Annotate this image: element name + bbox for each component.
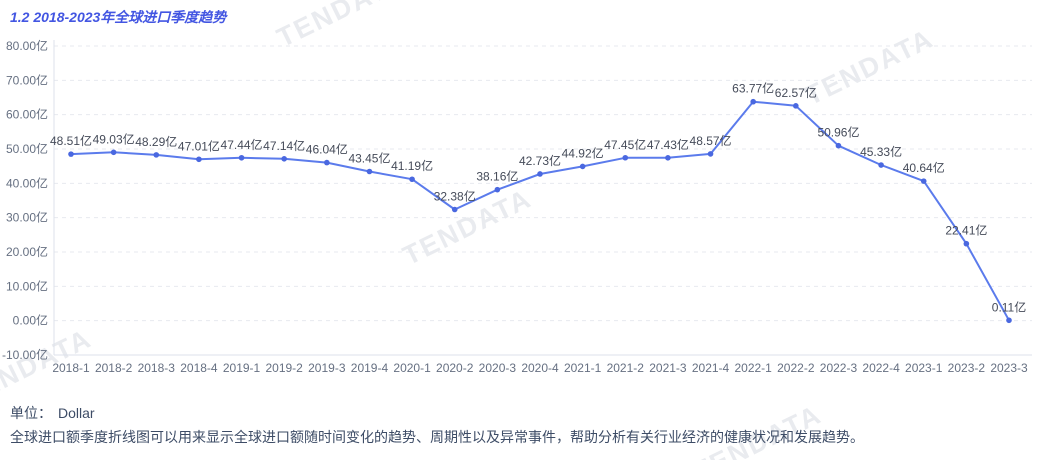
y-axis-tick-label: 20.00亿 xyxy=(6,244,48,259)
data-point-label: 42.73亿 xyxy=(519,153,561,168)
x-axis-tick-label: 2018-3 xyxy=(138,361,176,375)
x-axis-tick-label: 2020-4 xyxy=(521,361,559,375)
data-point xyxy=(196,156,202,163)
data-point-label: 45.33亿 xyxy=(860,144,902,159)
y-axis-tick-label: 70.00亿 xyxy=(6,72,48,87)
x-axis-tick-label: 2019-2 xyxy=(265,361,303,375)
data-point-label: 41.19亿 xyxy=(391,158,433,173)
data-point-label: 50.96亿 xyxy=(817,125,859,140)
data-point-label: 47.01亿 xyxy=(178,138,220,153)
data-point xyxy=(537,171,543,177)
data-point-label: 47.43亿 xyxy=(647,137,689,152)
x-axis-tick-label: 2021-4 xyxy=(692,361,730,375)
x-axis-tick-label: 2019-3 xyxy=(308,361,346,375)
data-point-label: 47.14亿 xyxy=(263,138,305,153)
data-point xyxy=(878,162,884,168)
data-point xyxy=(324,159,330,166)
data-point xyxy=(409,176,415,183)
x-axis-tick-label: 2023-3 xyxy=(990,361,1028,375)
x-axis-tick-label: 2018-2 xyxy=(95,361,133,375)
chart-description: 全球进口额季度折线图可以用来显示全球进口额随时间变化的趋势、周期性以及异常事件，… xyxy=(10,429,864,445)
y-axis-tick-label: 10.00亿 xyxy=(6,278,48,293)
x-axis-tick-label: 2022-4 xyxy=(862,361,900,375)
data-point xyxy=(579,163,586,170)
y-axis-tick-label: 50.00亿 xyxy=(6,141,48,156)
data-point xyxy=(793,103,799,109)
data-point xyxy=(1006,317,1012,324)
data-point-label: 22.41亿 xyxy=(945,223,987,238)
x-axis-tick-label: 2023-1 xyxy=(905,361,943,375)
data-point xyxy=(494,186,501,193)
data-point xyxy=(110,149,117,156)
x-axis-tick-label: 2021-1 xyxy=(564,361,602,375)
x-axis-tick-label: 2021-2 xyxy=(607,361,645,375)
x-axis-tick-label: 2022-2 xyxy=(777,361,815,375)
data-point xyxy=(281,156,287,162)
x-axis-tick-label: 2018-1 xyxy=(52,361,90,375)
y-axis-tick-label: 30.00亿 xyxy=(6,210,48,225)
data-point-label: 47.45亿 xyxy=(604,137,646,152)
data-point xyxy=(835,142,842,149)
x-axis-tick-label: 2019-1 xyxy=(223,361,261,375)
y-axis-tick-label: -10.00亿 xyxy=(2,347,48,362)
y-axis-tick-label: 40.00亿 xyxy=(6,175,48,190)
unit-row: 单位： Dollar xyxy=(10,403,95,423)
data-point xyxy=(920,178,927,184)
x-axis-tick-label: 2019-4 xyxy=(351,361,389,375)
x-axis-tick-label: 2020-2 xyxy=(436,361,474,375)
data-point-label: 38.16亿 xyxy=(476,169,518,184)
y-axis-tick-label: 60.00亿 xyxy=(6,107,48,122)
data-point-label: 48.57亿 xyxy=(690,133,732,148)
data-point-label: 0.11亿 xyxy=(992,299,1026,314)
data-point xyxy=(622,154,629,161)
data-point-label: 48.51亿 xyxy=(50,133,92,148)
data-point xyxy=(665,155,671,161)
x-axis-tick-label: 2021-3 xyxy=(649,361,687,375)
data-point-label: 62.57亿 xyxy=(775,85,817,100)
x-axis-tick-label: 2020-3 xyxy=(479,361,517,375)
chart-title: 1.2 2018-2023年全球进口季度趋势 xyxy=(10,9,227,25)
data-point-label: 47.44亿 xyxy=(221,137,263,152)
data-point-label: 49.03亿 xyxy=(93,131,135,146)
data-point-label: 46.04亿 xyxy=(306,142,348,157)
data-point xyxy=(153,152,160,158)
data-point-label: 48.29亿 xyxy=(135,134,177,149)
data-point xyxy=(366,168,373,175)
data-point-label: 43.45亿 xyxy=(348,150,390,165)
data-point xyxy=(963,240,970,247)
data-point xyxy=(707,151,714,157)
data-point xyxy=(750,98,756,105)
y-axis-tick-label: 80.00亿 xyxy=(6,38,48,53)
data-point xyxy=(68,151,74,157)
x-axis-tick-label: 2020-1 xyxy=(393,361,431,375)
data-point xyxy=(238,154,245,161)
unit-value: Dollar xyxy=(58,405,95,421)
x-axis-tick-label: 2018-4 xyxy=(180,361,218,375)
y-axis-tick-label: 0.00亿 xyxy=(13,313,48,328)
data-point-label: 63.77亿 xyxy=(732,81,774,96)
x-axis-tick-label: 2022-3 xyxy=(820,361,858,375)
x-axis-tick-label: 2023-2 xyxy=(948,361,986,375)
x-axis-tick-label: 2022-1 xyxy=(734,361,772,375)
data-point-label: 40.64亿 xyxy=(903,160,945,175)
unit-label: 单位： xyxy=(10,405,52,421)
import-trend-line-chart: 80.00亿 70.00亿 60.00亿 50.00亿 40.00亿 30.00亿 20.0… xyxy=(2,38,1032,375)
data-point xyxy=(451,206,458,213)
data-point-label: 44.92亿 xyxy=(562,145,604,160)
data-point-label: 32.38亿 xyxy=(434,188,476,203)
trend-line xyxy=(70,100,1010,322)
